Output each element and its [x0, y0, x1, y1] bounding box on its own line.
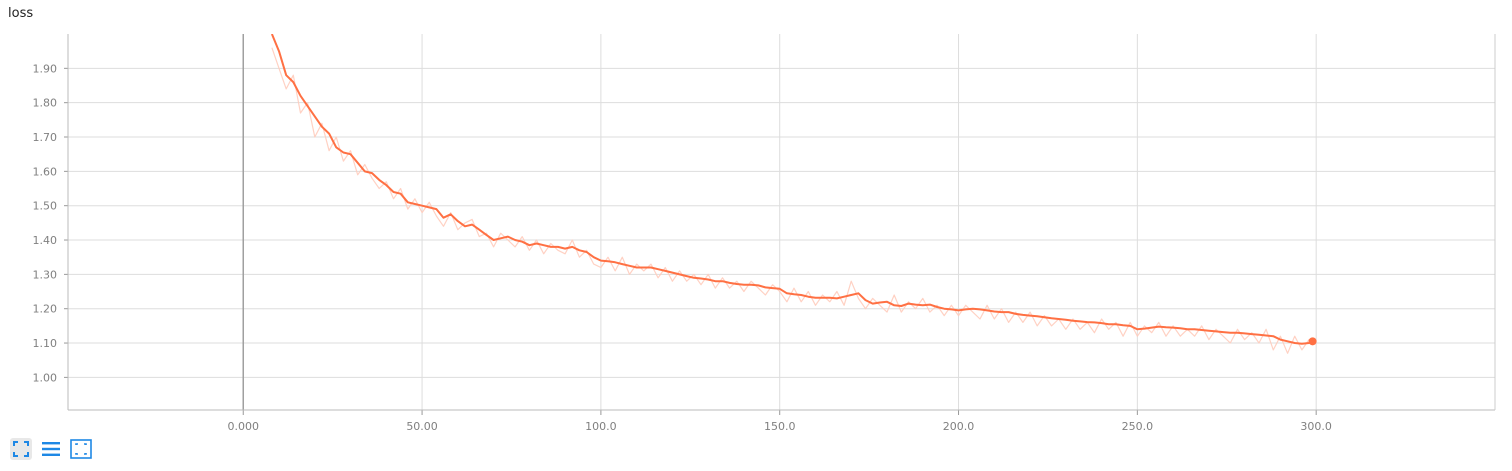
x-tick-label: 250.0: [1122, 420, 1154, 430]
x-tick-label: 150.0: [764, 420, 796, 430]
y-tick-label: 1.50: [33, 200, 58, 213]
expand-button[interactable]: [10, 438, 32, 460]
log-scale-button[interactable]: [40, 438, 62, 460]
axes: [64, 34, 1496, 415]
smoothed-loss-line: [270, 34, 1314, 345]
fit-domain-icon: [70, 439, 92, 459]
chart-controls: [10, 438, 92, 460]
loss-chart[interactable]: 1.00 1.10 1.20 1.30 1.40 1.50 1.60 1.70 1.80 1.90…: [0, 0, 1512, 430]
x-tick-label: 0.000: [227, 420, 259, 430]
x-tick-label: 200.0: [943, 420, 975, 430]
y-tick-label: 1.00: [33, 371, 58, 384]
y-tick-label: 1.70: [33, 131, 58, 144]
y-tick-label: 1.40: [33, 234, 58, 247]
x-tick-label: 100.0: [585, 420, 617, 430]
y-tick-label: 1.20: [33, 303, 58, 316]
y-tick-label: 1.30: [33, 268, 58, 281]
tick-labels: 1.00 1.10 1.20 1.30 1.40 1.50 1.60 1.70 1.80 1.90…: [33, 62, 1332, 430]
list-icon: [42, 442, 60, 456]
raw-loss-line: [271, 47, 1314, 354]
x-tick-label: 50.00: [406, 420, 438, 430]
chart-title: loss: [8, 6, 34, 21]
last-point-marker: [1308, 337, 1317, 346]
series-lines: [270, 34, 1317, 354]
x-tick-label: 300.0: [1300, 420, 1332, 430]
grid-lines: [68, 34, 1495, 410]
fit-domain-button[interactable]: [70, 438, 92, 460]
y-tick-label: 1.10: [33, 337, 58, 350]
y-tick-label: 1.80: [33, 97, 58, 110]
expand-icon: [13, 441, 29, 457]
y-tick-label: 1.90: [33, 62, 58, 75]
y-tick-label: 1.60: [33, 165, 58, 178]
